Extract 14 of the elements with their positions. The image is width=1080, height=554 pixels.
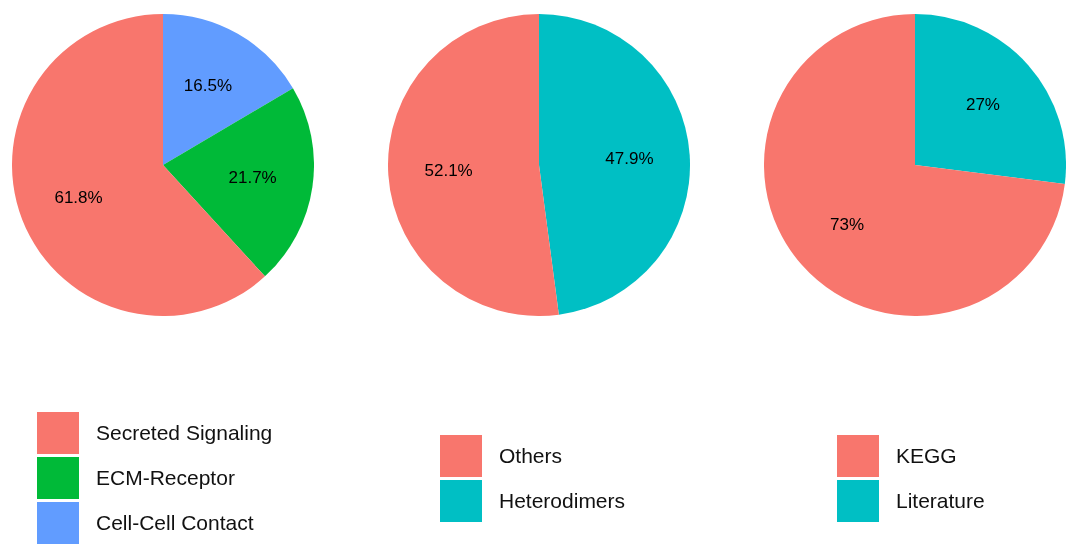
data-label: 73% bbox=[830, 214, 865, 234]
data-label: 21.7% bbox=[228, 168, 277, 188]
legend-label: Literature bbox=[896, 488, 985, 513]
legend-label: Cell-Cell Contact bbox=[96, 510, 254, 535]
data-label: 27% bbox=[965, 94, 1000, 114]
data-label: 16.5% bbox=[183, 75, 232, 95]
data-label: 52.1% bbox=[424, 160, 473, 180]
legend-label: ECM-Receptor bbox=[96, 465, 235, 490]
data-label: 47.9% bbox=[605, 148, 654, 168]
data-label: 61.8% bbox=[54, 187, 103, 207]
legend-label: Others bbox=[499, 443, 563, 468]
legend-label: Secreted Signaling bbox=[96, 420, 273, 445]
legend-label: KEGG bbox=[896, 443, 957, 468]
legend-label: Heterodimers bbox=[499, 488, 626, 513]
